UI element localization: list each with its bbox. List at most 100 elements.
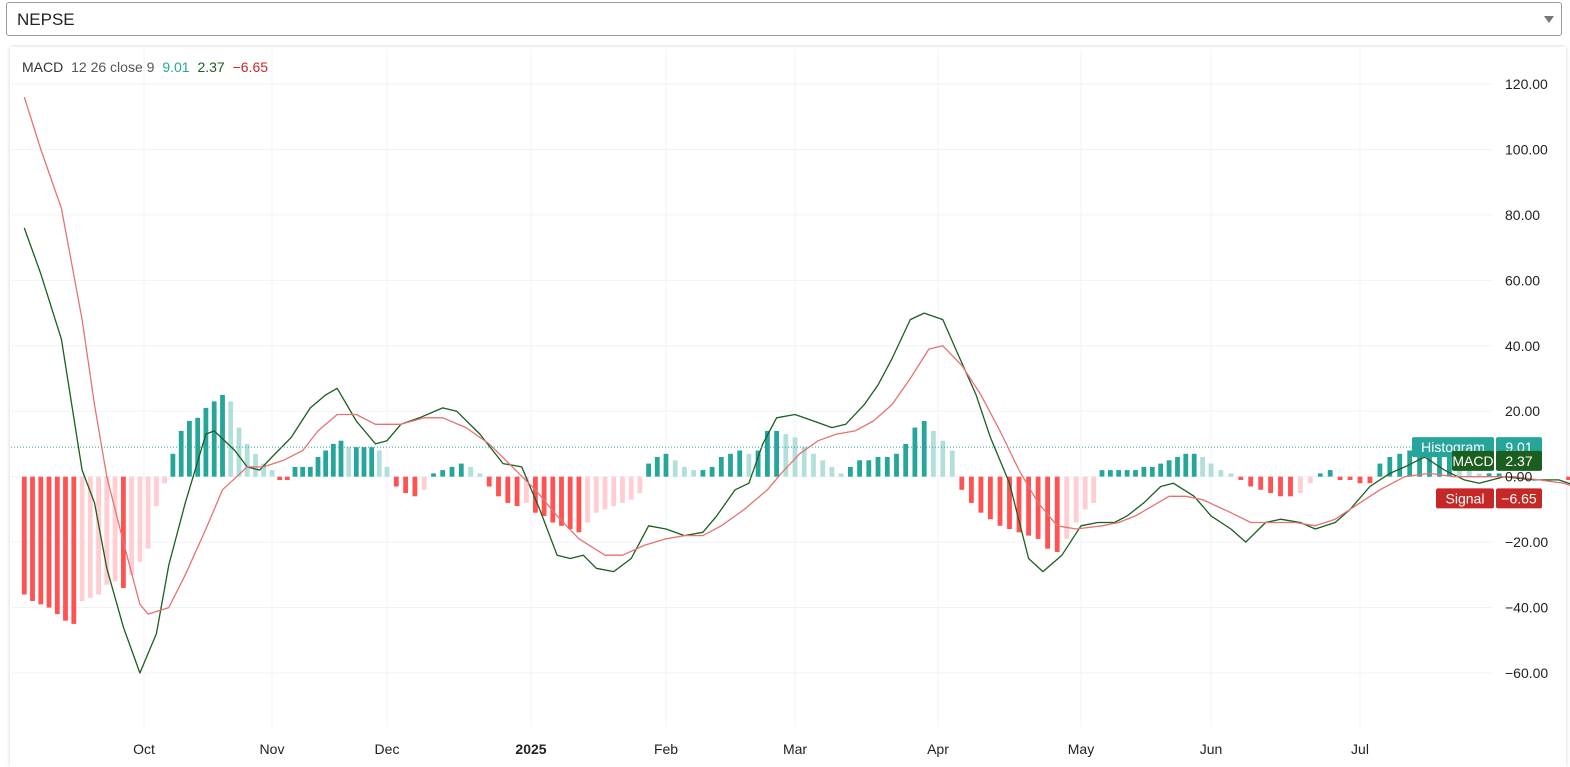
histogram-bar <box>514 476 520 507</box>
x-tick-label: 2025 <box>515 741 546 757</box>
histogram-bar <box>550 476 556 523</box>
histogram-bar <box>593 476 599 513</box>
histogram-bar <box>533 476 538 513</box>
histogram-bar <box>46 476 52 608</box>
histogram-bar <box>63 476 68 621</box>
x-tick-label: Oct <box>133 741 155 757</box>
y-tick-label: 40.00 <box>1505 338 1540 354</box>
histogram-bar <box>244 443 250 477</box>
histogram-bar <box>620 476 625 503</box>
histogram-bar <box>71 476 77 624</box>
macd-tag-label: MACD <box>1452 453 1493 469</box>
signal-tag-label-box <box>1436 488 1494 509</box>
histogram-bar <box>228 401 234 477</box>
macd-tag-label-box <box>1452 450 1494 471</box>
histogram-bars <box>21 394 1570 624</box>
histogram-bar <box>1496 473 1502 477</box>
histogram-bar <box>884 457 890 477</box>
histogram-bar <box>559 476 564 526</box>
histogram-bar <box>1175 457 1180 477</box>
histogram-bar <box>1317 473 1323 477</box>
legend-name: MACD <box>22 59 64 75</box>
chart-panel[interactable] <box>10 47 1566 767</box>
histogram-bar <box>203 407 209 477</box>
histogram-bar <box>96 476 101 595</box>
histogram-bar <box>1016 476 1022 533</box>
histogram-bar <box>646 463 651 477</box>
histogram-bar <box>1149 466 1155 477</box>
histogram-bar <box>412 476 418 497</box>
histogram-bar <box>567 476 573 530</box>
histogram-bar <box>284 476 290 480</box>
histogram-bar <box>585 476 590 523</box>
histogram-bar <box>1298 476 1303 494</box>
histogram-bar <box>54 476 60 615</box>
histogram-bar <box>1486 473 1492 477</box>
histogram-bar <box>38 476 44 605</box>
histogram-bar <box>691 470 696 477</box>
histogram-bar <box>1466 466 1472 477</box>
macd-tag-value: 2.37 <box>1505 453 1532 469</box>
histogram-bar <box>1064 476 1070 539</box>
histogram-bar <box>486 476 492 487</box>
chevron-down-icon[interactable] <box>1544 16 1554 23</box>
histogram-bar <box>1091 476 1096 503</box>
histogram-bar <box>496 476 501 497</box>
histogram-bar <box>1407 450 1413 477</box>
histogram-bar <box>361 447 367 477</box>
histogram-bar <box>1437 450 1442 477</box>
histogram-bar <box>576 476 582 533</box>
histogram-bar <box>1026 476 1031 536</box>
histogram-bar <box>1045 476 1050 549</box>
signal-tag-value-box <box>1496 488 1542 509</box>
macd-tag-value-box <box>1496 450 1542 471</box>
x-tick-label: Jun <box>1200 741 1223 757</box>
histogram-bar <box>353 447 359 477</box>
histogram-bar <box>1367 476 1373 484</box>
histogram-bar <box>87 476 93 598</box>
y-tick-label: 60.00 <box>1505 272 1540 288</box>
histogram-bar <box>1116 470 1122 477</box>
x-tick-label: Dec <box>375 741 400 757</box>
y-tick-label: 100.00 <box>1505 141 1548 157</box>
histogram-bar <box>1208 463 1214 477</box>
histogram-bar <box>931 430 936 477</box>
histogram-bar <box>421 476 427 490</box>
symbol-selector-value: NEPSE <box>17 10 75 29</box>
histogram-bar <box>838 473 844 477</box>
histogram-bar <box>1007 476 1012 530</box>
histogram-bar <box>611 476 617 507</box>
y-tick-label: 20.00 <box>1505 403 1540 419</box>
histogram-bar <box>783 434 789 477</box>
histogram-bar <box>253 453 258 477</box>
histogram-bar <box>300 466 306 477</box>
histogram-bar <box>1278 476 1283 497</box>
histogram-bar <box>848 466 853 477</box>
legend-macd-value: 2.37 <box>197 59 225 75</box>
histogram-bar <box>1347 476 1353 480</box>
histogram-bar <box>654 457 660 477</box>
histogram-bar <box>1108 470 1113 477</box>
histogram-bar <box>30 476 35 601</box>
histogram-bar <box>376 450 382 477</box>
histogram-bar <box>1377 463 1383 477</box>
histogram-bar <box>602 476 608 510</box>
macd-line <box>23 227 1570 674</box>
histogram-bar <box>709 466 715 477</box>
histogram-bar <box>104 476 110 585</box>
histogram-bar <box>292 466 298 477</box>
symbol-selector[interactable]: NEPSE <box>6 2 1562 36</box>
histogram-bar <box>1054 476 1060 552</box>
legend-histogram-value: 9.01 <box>162 59 190 75</box>
histogram-bar <box>220 394 225 477</box>
histogram-bar <box>997 476 1003 526</box>
histogram-bar <box>178 430 184 477</box>
histogram-bar <box>737 450 743 477</box>
histogram-bar <box>765 430 770 477</box>
histogram-bar <box>755 450 761 477</box>
histogram-bar <box>236 427 242 477</box>
histogram-bar <box>1228 473 1234 477</box>
y-tick-label: −40.00 <box>1505 600 1548 616</box>
